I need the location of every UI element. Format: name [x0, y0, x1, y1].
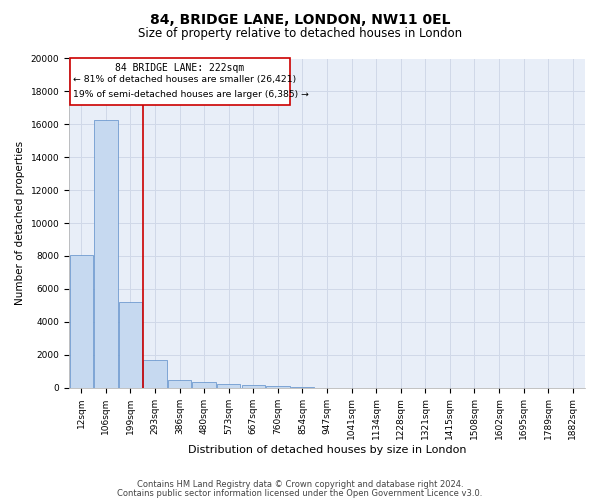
Bar	[94, 120, 118, 388]
Bar	[168, 380, 191, 388]
Y-axis label: Number of detached properties: Number of detached properties	[15, 141, 25, 305]
Bar	[119, 302, 142, 388]
Text: Contains HM Land Registry data © Crown copyright and database right 2024.: Contains HM Land Registry data © Crown c…	[137, 480, 463, 489]
Bar	[70, 255, 93, 388]
Bar	[242, 386, 265, 388]
Text: 84 BRIDGE LANE: 222sqm: 84 BRIDGE LANE: 222sqm	[115, 64, 244, 74]
Text: 84, BRIDGE LANE, LONDON, NW11 0EL: 84, BRIDGE LANE, LONDON, NW11 0EL	[150, 12, 450, 26]
FancyBboxPatch shape	[70, 58, 290, 104]
Text: Contains public sector information licensed under the Open Government Licence v3: Contains public sector information licen…	[118, 488, 482, 498]
Bar	[143, 360, 167, 388]
Bar	[291, 387, 314, 388]
Text: Size of property relative to detached houses in London: Size of property relative to detached ho…	[138, 28, 462, 40]
Text: 19% of semi-detached houses are larger (6,385) →: 19% of semi-detached houses are larger (…	[73, 90, 309, 99]
X-axis label: Distribution of detached houses by size in London: Distribution of detached houses by size …	[188, 445, 466, 455]
Bar	[266, 386, 290, 388]
Text: ← 81% of detached houses are smaller (26,421): ← 81% of detached houses are smaller (26…	[73, 75, 296, 84]
Bar	[217, 384, 241, 388]
Bar	[193, 382, 216, 388]
